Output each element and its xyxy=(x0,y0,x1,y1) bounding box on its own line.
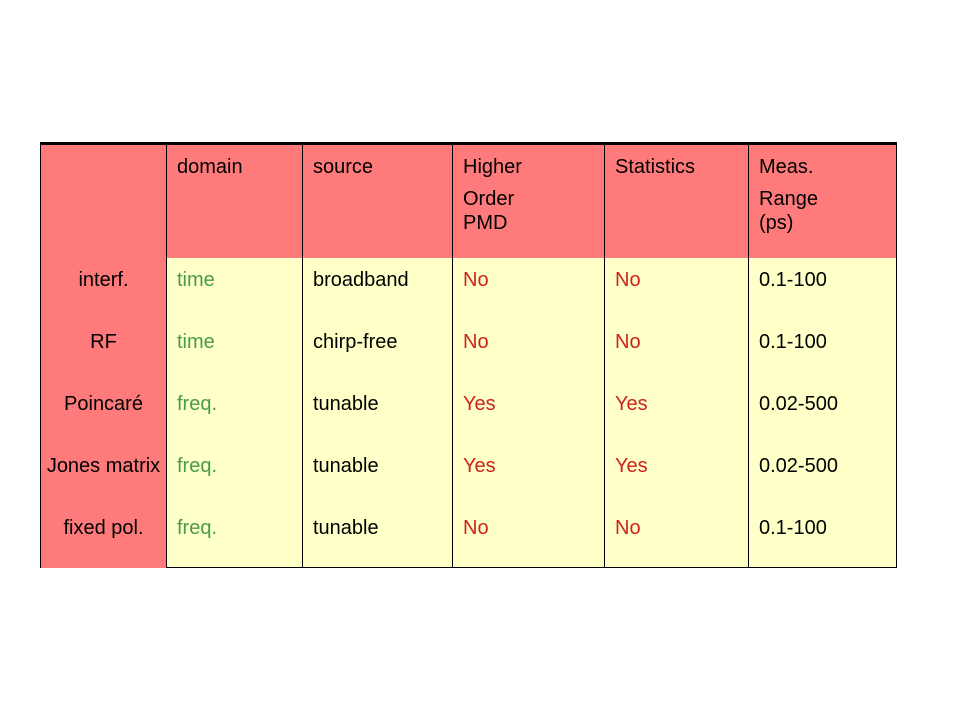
table-row: fixed pol. freq. tunable No No 0.1-100 xyxy=(40,505,897,568)
cell-source: tunable xyxy=(302,443,453,506)
table-row: Poincaré freq. tunable Yes Yes 0.02-500 xyxy=(40,381,897,444)
cell-higher-order-pmd: Yes xyxy=(452,443,605,506)
header-higher-order-pmd: Higher Order PMD xyxy=(452,142,605,258)
header-domain: domain xyxy=(166,142,303,258)
table-row: RF time chirp-free No No 0.1-100 xyxy=(40,319,897,382)
header-statistics: Statistics xyxy=(604,142,749,258)
header-source: source xyxy=(302,142,453,258)
table-row: Jones matrix freq. tunable Yes Yes 0.02-… xyxy=(40,443,897,506)
table-row: interf. time broadband No No 0.1-100 xyxy=(40,257,897,320)
cell-source: chirp-free xyxy=(302,319,453,382)
cell-higher-order-pmd: No xyxy=(452,505,605,568)
cell-range: 0.02-500 xyxy=(748,443,897,506)
cell-range: 0.02-500 xyxy=(748,381,897,444)
cell-source: tunable xyxy=(302,381,453,444)
cell-domain: time xyxy=(166,319,303,382)
cell-range: 0.1-100 xyxy=(748,257,897,320)
cell-source: broadband xyxy=(302,257,453,320)
header-text: PMD xyxy=(463,212,508,234)
row-label: Poincaré xyxy=(40,381,167,444)
header-row: domain source Higher Order PMD Statistic… xyxy=(40,142,897,258)
cell-statistics: No xyxy=(604,319,749,382)
header-text: source xyxy=(313,156,374,178)
row-label: RF xyxy=(40,319,167,382)
row-label: Jones matrix xyxy=(40,443,167,506)
comparison-table: domain source Higher Order PMD Statistic… xyxy=(40,142,897,568)
header-corner xyxy=(40,142,167,258)
cell-domain: freq. xyxy=(166,381,303,444)
header-text: (ps) xyxy=(759,212,794,234)
cell-statistics: No xyxy=(604,505,749,568)
cell-range: 0.1-100 xyxy=(748,505,897,568)
cell-statistics: Yes xyxy=(604,381,749,444)
header-text: Order xyxy=(463,188,515,210)
header-text: Higher xyxy=(463,156,522,178)
cell-higher-order-pmd: No xyxy=(452,257,605,320)
cell-higher-order-pmd: No xyxy=(452,319,605,382)
cell-domain: freq. xyxy=(166,505,303,568)
cell-statistics: Yes xyxy=(604,443,749,506)
header-text: Meas. xyxy=(759,156,814,178)
header-text: Range xyxy=(759,188,818,210)
cell-source: tunable xyxy=(302,505,453,568)
header-text: domain xyxy=(177,156,243,178)
header-meas-range: Meas. Range (ps) xyxy=(748,142,897,258)
cell-domain: freq. xyxy=(166,443,303,506)
cell-domain: time xyxy=(166,257,303,320)
cell-statistics: No xyxy=(604,257,749,320)
row-label: interf. xyxy=(40,257,167,320)
row-label: fixed pol. xyxy=(40,505,167,568)
cell-range: 0.1-100 xyxy=(748,319,897,382)
header-text: Statistics xyxy=(615,156,696,178)
cell-higher-order-pmd: Yes xyxy=(452,381,605,444)
